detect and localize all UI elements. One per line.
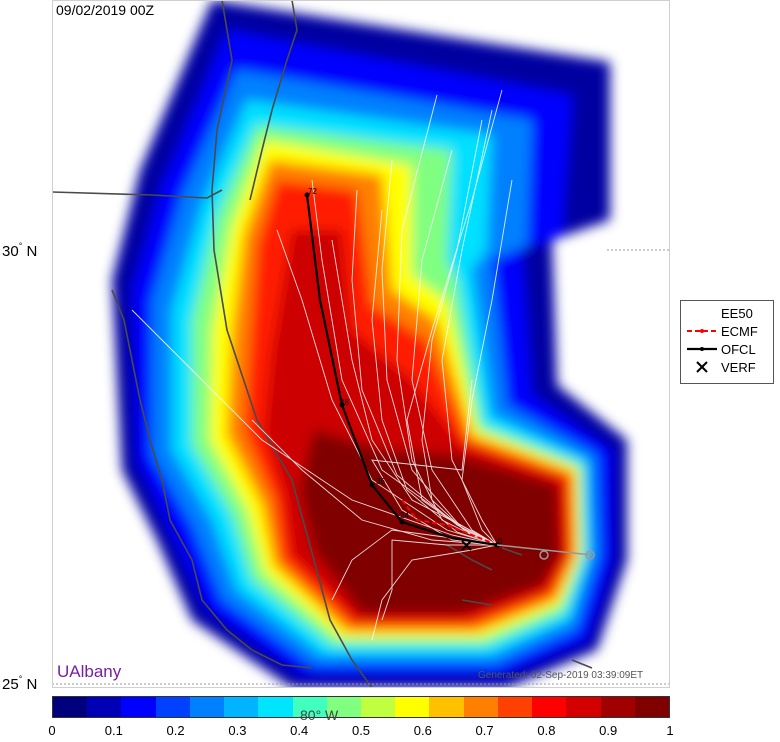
- generated-timestamp: Generated: 02-Sep-2019 03:39:09ET: [478, 670, 644, 681]
- colorbar-tick-label: 0.2: [166, 723, 185, 738]
- colorbar-segment: [121, 697, 156, 717]
- red-dashed-icon: [687, 329, 717, 333]
- verf-marker-icon: [461, 540, 472, 551]
- black-solid-icon: [687, 347, 717, 351]
- colorbar-segment: [634, 697, 669, 717]
- legend-item-ee50: EE50: [721, 306, 753, 321]
- colorbar-segment: [258, 697, 293, 717]
- lat-label-30n: 30° N: [2, 241, 38, 260]
- colorbar-segment: [566, 697, 601, 717]
- legend-item-ofcl: OFCL: [681, 341, 775, 359]
- colorbar-segment: [360, 697, 396, 717]
- lat-label-25n: 25° N: [2, 674, 38, 693]
- coastline: [52, 0, 593, 688]
- colorbar: [52, 696, 670, 718]
- map-frame: 72 48 36 24 0: [52, 0, 670, 688]
- legend-item-verf: VERF: [681, 359, 775, 377]
- colorbar-segment: [463, 697, 498, 717]
- track-label-0: 0: [498, 537, 503, 546]
- colorbar-segment: [292, 697, 327, 717]
- colorbar-tick-label: 0.3: [228, 723, 247, 738]
- valid-time: 09/02/2019 00Z: [56, 2, 155, 18]
- track-label-36: 36: [376, 477, 385, 486]
- probability-map: 72 48 36 24 0: [52, 0, 670, 688]
- ecmf-track: [401, 499, 498, 546]
- colorbar-tick-label: 0: [48, 723, 56, 738]
- colorbar-tick-label: 0.8: [537, 723, 556, 738]
- colorbar-segment: [600, 697, 635, 717]
- colorbar-segment: [189, 697, 225, 717]
- x-icon: [696, 361, 708, 373]
- colorbar-segment: [532, 697, 567, 717]
- colorbar-tick-label: 0.5: [351, 723, 371, 738]
- colorbar-segment: [497, 697, 533, 717]
- lon-label: 80° W: [300, 707, 339, 723]
- colorbar-tick-label: 1: [666, 723, 674, 738]
- track-label-48: 48: [340, 398, 349, 407]
- colorbar-segment: [87, 697, 122, 717]
- track-label-24: 24: [400, 511, 409, 520]
- colorbar-tick-label: 0.4: [290, 723, 309, 738]
- colorbar-segment: [224, 697, 259, 717]
- colorbar-tick-label: 0.9: [599, 723, 618, 738]
- legend-item-ecmf: ECMF: [681, 323, 775, 341]
- colorbar-segment: [53, 697, 88, 717]
- colorbar-segment: [429, 697, 464, 717]
- ofcl-points: [304, 192, 500, 548]
- colorbar-segment: [326, 697, 361, 717]
- verf-track: [496, 544, 595, 560]
- legend: EE50 ECMF OFCL VERF: [680, 300, 774, 384]
- ualbany-branding: UAlbany: [57, 662, 122, 681]
- colorbar-tick-label: 0.7: [475, 723, 494, 738]
- track-label-72: 72: [308, 187, 317, 196]
- colorbar-tick-label: 0.6: [413, 723, 432, 738]
- colorbar-tick-label: 0.1: [104, 723, 123, 738]
- colorbar-segment: [155, 697, 190, 717]
- colorbar-segment: [395, 697, 430, 717]
- probability-swath: [112, 0, 627, 688]
